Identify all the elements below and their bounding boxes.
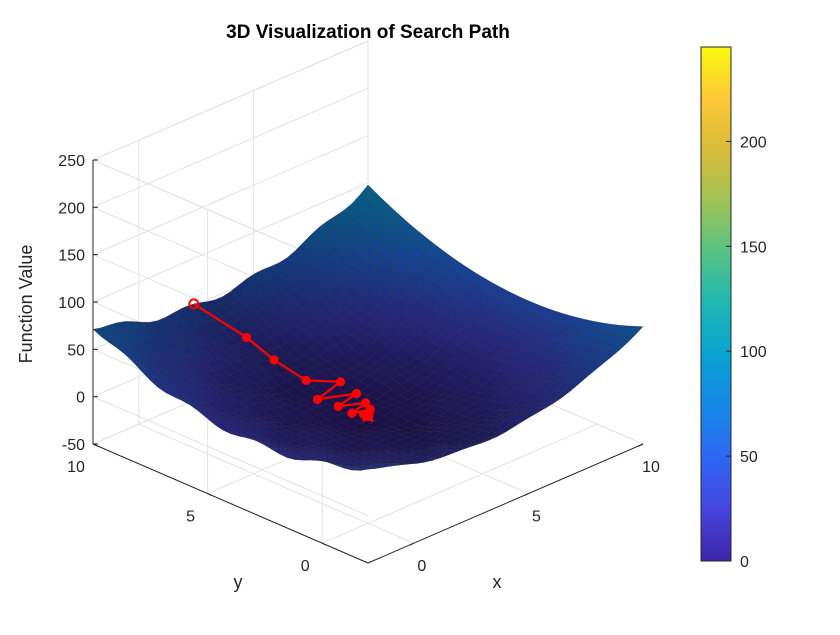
- grid-line: [92, 40, 369, 161]
- z-tick-label: 150: [58, 248, 85, 265]
- x-tick-label: 5: [532, 509, 541, 526]
- y-tick: [321, 542, 327, 546]
- z-tick-label: 250: [58, 153, 85, 170]
- search-path-point: [312, 394, 323, 404]
- z-axis-label: Function Value: [16, 245, 36, 364]
- search-path-point: [361, 398, 371, 408]
- z-tick-label: 200: [58, 200, 85, 217]
- y-tick-label: 10: [67, 459, 85, 476]
- z-tick-label: -50: [62, 437, 85, 454]
- search-path-end-marker: [361, 410, 375, 423]
- x-tick-label: 10: [642, 459, 660, 476]
- chart-title: 3D Visualization of Search Path: [226, 22, 510, 43]
- y-axis-label: y: [234, 572, 243, 592]
- search-path-point: [351, 388, 362, 399]
- surface: [92, 184, 644, 471]
- grid-line: [92, 135, 369, 256]
- search-path-point: [301, 375, 311, 385]
- z-tick-label: 100: [58, 295, 85, 312]
- search-path-start-marker: [188, 298, 200, 310]
- z-tick-label: 50: [67, 342, 85, 359]
- colorbar-bar: [700, 46, 732, 562]
- search-path-point: [333, 401, 343, 411]
- y-tick-label: 5: [186, 509, 195, 526]
- x-axis-label: x: [493, 572, 502, 592]
- x-tick-label: 0: [417, 558, 426, 575]
- search-path-point: [269, 355, 279, 365]
- colorbar-tick-label: 150: [740, 239, 767, 256]
- colorbar-tick-label: 50: [740, 449, 758, 466]
- grid-line: [92, 182, 369, 303]
- colorbar: 0 50 100 150 200: [700, 46, 767, 571]
- grid-line: [92, 396, 369, 517]
- x-tick: [524, 493, 529, 497]
- search-path-point: [335, 377, 346, 387]
- x-tick: [409, 542, 415, 546]
- search-path-point: [347, 408, 357, 418]
- colorbar-tick-label: 0: [740, 554, 749, 571]
- surface-patch: [626, 326, 644, 337]
- z-tick-label: 0: [76, 390, 85, 407]
- y-tick-label: 0: [301, 558, 310, 575]
- y-tick: [207, 493, 212, 497]
- grid-line: [321, 423, 598, 544]
- x-tick: [638, 443, 644, 447]
- colorbar-tick-label: 200: [740, 134, 767, 151]
- colorbar-tick-label: 100: [740, 344, 767, 361]
- grid-line: [92, 87, 369, 208]
- search-path: [188, 298, 375, 423]
- search-path-point: [241, 332, 252, 342]
